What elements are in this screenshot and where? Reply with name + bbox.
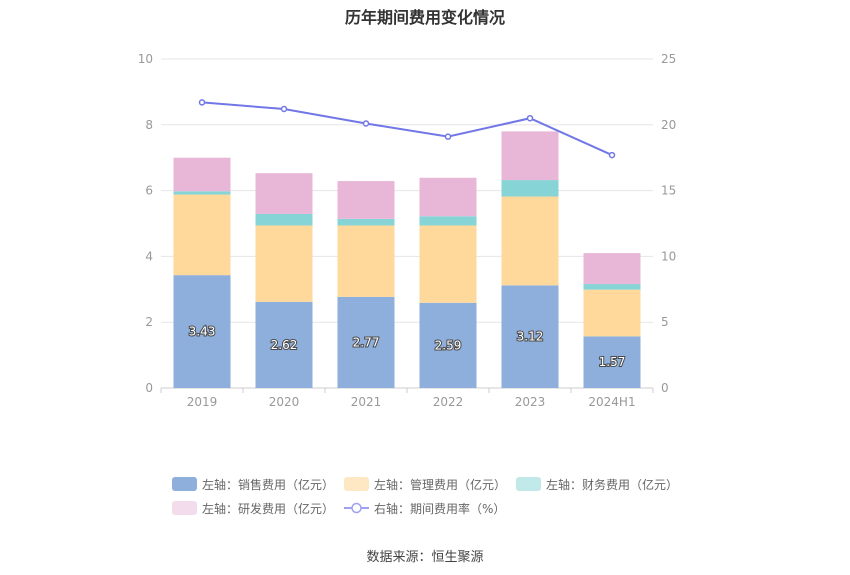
bar-segment-3 <box>419 216 477 226</box>
y-right-tick-label: 5 <box>661 315 669 329</box>
legend-item[interactable]: 左轴：研发费用（亿元） <box>172 500 334 517</box>
legend-swatch <box>172 477 197 491</box>
legend-label: 左轴：研发费用（亿元） <box>202 501 335 516</box>
legend-label: 左轴：管理费用（亿元） <box>374 477 507 492</box>
y-right-tick-label: 10 <box>661 249 676 263</box>
y-right-tick-label: 20 <box>661 118 676 132</box>
bar-value-label: 1.57 <box>599 355 626 369</box>
bar-value-label: 3.12 <box>517 330 544 344</box>
legend-item[interactable]: 左轴：财务费用（亿元） <box>516 476 678 493</box>
rate-point <box>444 133 452 140</box>
bar-value-label: 3.43 <box>189 325 216 339</box>
bar-segment-1 <box>173 275 231 388</box>
y-left-tick-label: 2 <box>145 315 153 329</box>
bar-value-label: 2.77 <box>353 335 380 349</box>
bar-segment-2 <box>337 225 395 297</box>
rate-point <box>362 120 370 127</box>
legend-line-swatch <box>344 502 370 514</box>
bar-segment-4 <box>337 181 395 219</box>
legend-label: 左轴：财务费用（亿元） <box>546 477 679 492</box>
y-left-tick-label: 8 <box>145 118 153 132</box>
bar-segment-1 <box>583 336 641 388</box>
bar-segment-2 <box>501 196 559 286</box>
bar-segment-4 <box>501 131 559 181</box>
chart-legend: 左轴：销售费用（亿元） 左轴：管理费用（亿元） 左轴：财务费用（亿元） 左轴：研发费… <box>172 472 732 520</box>
x-tick-label: 2022 <box>433 395 464 409</box>
x-tick-label: 2021 <box>351 395 382 409</box>
bar-segment-4 <box>419 177 477 217</box>
bar-segment-3 <box>501 180 559 197</box>
bar-segment-2 <box>173 194 231 276</box>
bar-value-label: 2.62 <box>271 338 298 352</box>
bar-segment-1 <box>419 302 477 388</box>
legend-item[interactable]: 右轴：期间费用率（%） <box>344 500 505 517</box>
y-right-tick-label: 15 <box>661 184 676 198</box>
legend-item[interactable]: 左轴：管理费用（亿元） <box>344 476 506 493</box>
x-tick-label: 2023 <box>515 395 546 409</box>
bar-segment-4 <box>173 157 231 192</box>
legend-label: 右轴：期间费用率（%） <box>374 501 506 516</box>
bar-segment-4 <box>255 173 313 214</box>
bar-segment-3 <box>337 218 395 226</box>
bar-segment-3 <box>583 284 641 290</box>
x-tick-label: 2024H1 <box>588 395 635 409</box>
bar-segment-1 <box>255 301 313 388</box>
y-right-tick-label: 0 <box>661 381 669 395</box>
y-left-tick-label: 10 <box>138 52 153 66</box>
bar-segment-1 <box>501 285 559 388</box>
legend-swatch <box>344 477 370 491</box>
legend-row-2: 左轴：研发费用（亿元） 右轴：期间费用率（%） <box>172 496 732 520</box>
rate-point <box>280 105 288 113</box>
bar-segment-1 <box>337 296 395 388</box>
bar-segment-2 <box>583 289 641 337</box>
y-left-tick-label: 4 <box>145 249 153 263</box>
rate-point <box>526 114 534 122</box>
chart-title: 历年期间费用变化情况 <box>344 8 505 27</box>
bar-value-label: 2.59 <box>435 338 462 352</box>
legend-swatch <box>516 477 542 491</box>
rate-line <box>201 101 613 156</box>
bar-segment-3 <box>255 213 313 226</box>
legend-swatch <box>172 501 197 515</box>
rate-point <box>608 151 616 159</box>
bar-segment-2 <box>419 225 477 303</box>
y-left-tick-label: 0 <box>145 381 153 395</box>
bar-segment-3 <box>173 191 231 195</box>
data-source-note: 数据来源：恒生聚源 <box>366 550 484 565</box>
legend-item[interactable]: 左轴：销售费用（亿元） <box>172 476 334 493</box>
y-right-tick-label: 25 <box>661 52 676 66</box>
rate-point <box>198 99 206 106</box>
bar-segment-4 <box>583 253 641 285</box>
legend-label: 左轴：销售费用（亿元） <box>202 477 335 492</box>
x-tick-label: 2019 <box>187 395 218 409</box>
bar-segment-2 <box>255 225 313 302</box>
y-left-tick-label: 6 <box>145 184 153 198</box>
x-tick-label: 2020 <box>269 395 300 409</box>
legend-row-1: 左轴：销售费用（亿元） 左轴：管理费用（亿元） 左轴：财务费用（亿元） <box>172 472 732 496</box>
